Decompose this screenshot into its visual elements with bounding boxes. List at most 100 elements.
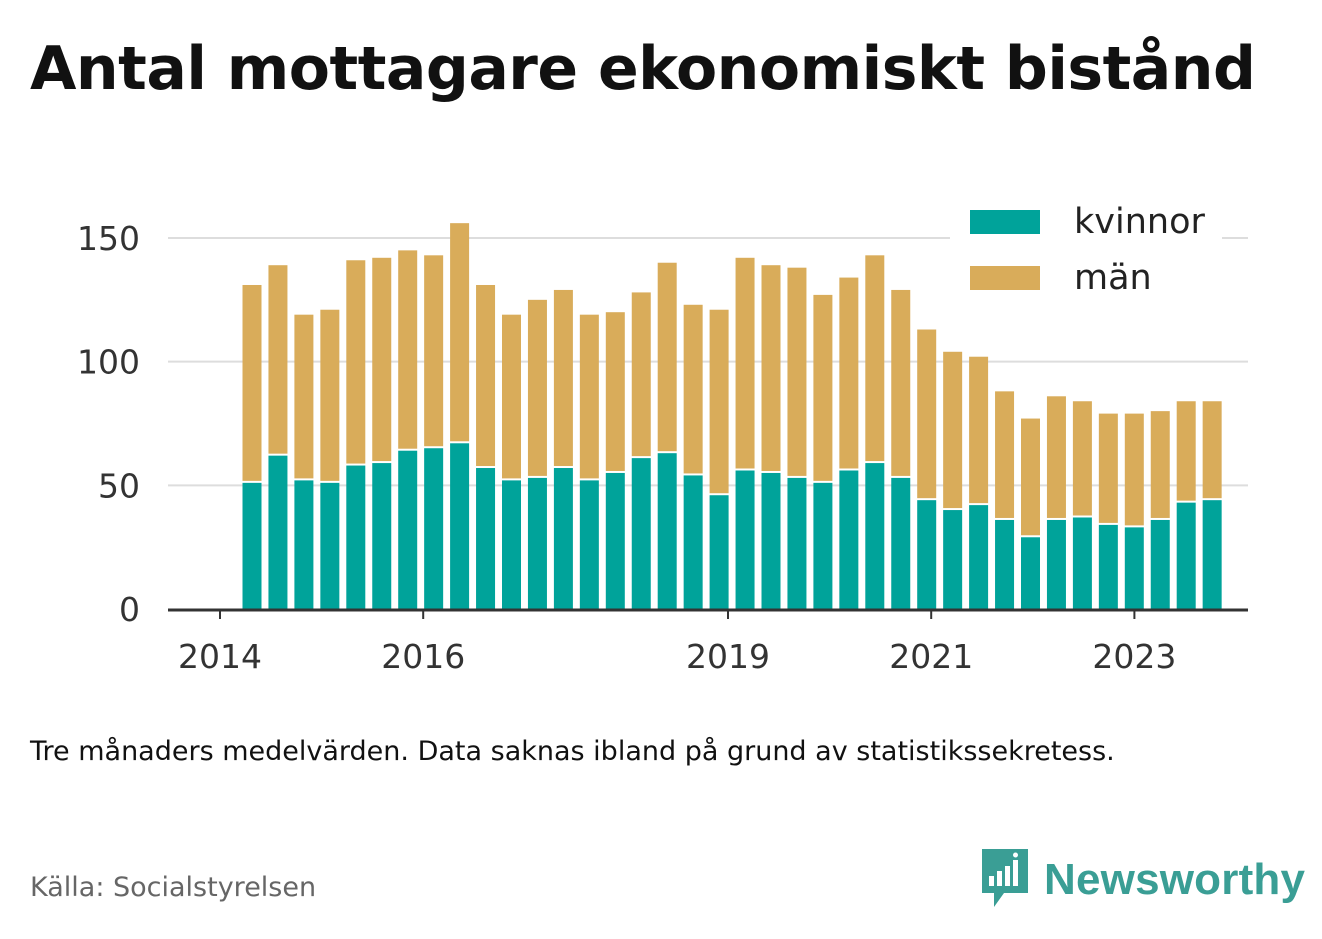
bar-kvinnor <box>450 443 470 609</box>
bar-man <box>553 289 573 467</box>
legend-item-man: män <box>970 258 1152 298</box>
x-tick-label: 2016 <box>381 637 465 676</box>
bar-man <box>605 312 625 471</box>
bar-man <box>683 304 703 474</box>
bar-kvinnor <box>1176 502 1196 609</box>
bar-man <box>917 329 937 499</box>
brand-name: Newsworthy <box>1044 855 1306 904</box>
bar-kvinnor <box>657 453 677 609</box>
bar-kvinnor <box>813 482 833 609</box>
bar-kvinnor <box>761 472 781 609</box>
y-tick-label: 150 <box>77 219 140 258</box>
bar-man <box>424 255 444 447</box>
bar-man <box>631 292 651 457</box>
bar-kvinnor <box>1098 524 1118 609</box>
bar-kvinnor <box>398 450 418 609</box>
newsworthy-brand[interactable]: Newsworthy <box>980 848 1305 912</box>
bar-kvinnor <box>1150 519 1170 609</box>
bar-kvinnor <box>527 477 547 609</box>
x-tick-label: 2023 <box>1092 637 1176 676</box>
bar-man <box>346 260 366 464</box>
bar-kvinnor <box>709 495 729 609</box>
bar-kvinnor <box>605 472 625 609</box>
bar-man <box>1098 413 1118 523</box>
bar-man <box>761 265 781 471</box>
y-tick-label: 0 <box>119 590 140 629</box>
legend-label-kvinnor: kvinnor <box>1074 202 1205 242</box>
source-credit: Källa: Socialstyrelsen <box>30 872 317 903</box>
bar-man <box>1202 401 1222 499</box>
legend-label-man: män <box>1074 258 1152 298</box>
legend-item-kvinnor: kvinnor <box>970 202 1205 242</box>
bar-man <box>1072 401 1092 516</box>
bar-man <box>969 356 989 504</box>
bar-man <box>450 223 470 442</box>
y-tick-label: 50 <box>98 466 140 505</box>
bar-kvinnor <box>294 480 314 609</box>
legend-swatch-kvinnor <box>970 210 1040 234</box>
bar-kvinnor <box>1124 527 1144 609</box>
bar-kvinnor <box>995 519 1015 609</box>
x-tick-label: 2021 <box>889 637 973 676</box>
bar-kvinnor <box>553 468 573 609</box>
bar-man <box>294 314 314 479</box>
bars <box>242 223 1222 609</box>
bar-kvinnor <box>787 477 807 609</box>
bar-kvinnor <box>839 470 859 609</box>
bar-man <box>943 351 963 509</box>
bar-man <box>891 289 911 476</box>
bar-man <box>1176 401 1196 501</box>
bar-kvinnor <box>268 455 288 609</box>
y-tick-label: 100 <box>77 343 140 382</box>
legend: kvinnor män <box>950 196 1222 304</box>
bar-man <box>579 314 599 479</box>
bar-man <box>1046 396 1066 518</box>
bar-man <box>787 267 807 476</box>
bar-man <box>398 250 418 449</box>
bar-kvinnor <box>969 505 989 609</box>
bar-kvinnor <box>891 477 911 609</box>
bar-kvinnor <box>631 458 651 609</box>
bar-kvinnor <box>1021 537 1040 609</box>
bar-kvinnor <box>943 510 963 609</box>
bar-kvinnor <box>1202 500 1222 609</box>
bar-man <box>476 284 496 467</box>
bar-kvinnor <box>346 465 366 609</box>
bar-man <box>1150 411 1170 518</box>
stacked-bar-chart: 0 50 100 150 2014 2016 2019 2021 2023 <box>77 219 1248 676</box>
bar-man <box>839 277 859 469</box>
bar-kvinnor <box>242 482 262 609</box>
bar-man <box>735 257 755 469</box>
bar-kvinnor <box>502 480 521 609</box>
bar-kvinnor <box>579 480 599 609</box>
bar-kvinnor <box>683 475 703 609</box>
bar-man <box>502 314 521 479</box>
bar-man <box>1021 418 1040 536</box>
bar-man <box>995 391 1015 518</box>
bar-man <box>657 262 677 452</box>
bar-man <box>268 265 288 454</box>
bar-kvinnor <box>372 463 392 609</box>
x-tick-label: 2014 <box>178 637 262 676</box>
bar-man <box>1124 413 1144 526</box>
bar-kvinnor <box>320 482 340 609</box>
bar-man <box>813 294 833 481</box>
bar-kvinnor <box>865 463 885 609</box>
bar-kvinnor <box>1046 519 1066 609</box>
bar-man <box>372 257 392 462</box>
bar-man <box>320 309 340 481</box>
newsworthy-logo-icon <box>980 847 1030 913</box>
legend-swatch-man <box>970 266 1040 290</box>
bar-man <box>242 284 262 481</box>
bar-man <box>709 309 729 494</box>
bar-man <box>865 255 885 462</box>
chart-title: Antal mottagare ekonomiskt bistånd <box>30 34 1256 104</box>
bar-kvinnor <box>424 448 444 609</box>
chart-note: Tre månaders medelvärden. Data saknas ib… <box>30 736 1115 767</box>
bar-kvinnor <box>476 468 496 609</box>
bar-kvinnor <box>735 470 755 609</box>
bar-kvinnor <box>917 500 937 609</box>
bar-kvinnor <box>1072 517 1092 609</box>
axes: 0 50 100 150 2014 2016 2019 2021 2023 <box>77 219 1248 676</box>
bar-man <box>527 299 547 476</box>
